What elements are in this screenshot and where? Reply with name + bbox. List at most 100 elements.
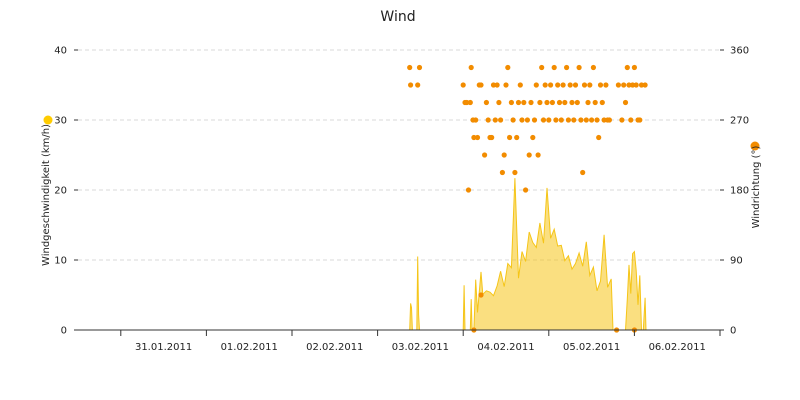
wind-direction-point [556, 99, 563, 106]
wind-direction-point [503, 82, 509, 88]
wind-direction-point [515, 99, 522, 106]
wind-direction-point [626, 82, 632, 88]
wind-direction-point [558, 117, 564, 123]
wind-direction-point [594, 117, 600, 123]
wind-direction-point [494, 82, 500, 88]
wind-direction-point [571, 117, 577, 123]
left-axis-legend-marker [43, 115, 53, 125]
wind-direction-point [514, 134, 520, 141]
wind-direction-point [624, 64, 630, 71]
wind-direction-point [478, 82, 484, 88]
wind-direction-point [567, 82, 573, 88]
wind-direction-point [489, 134, 495, 141]
right-tick-label: 270 [730, 116, 749, 127]
wind-direction-point [580, 169, 586, 176]
left-tick-label: 30 [54, 116, 67, 127]
wind-direction-point [615, 82, 622, 88]
wind-direction-point [533, 82, 539, 88]
wind-direction-point [622, 99, 629, 106]
wind-direction-point [592, 99, 598, 106]
wind-direction-point [548, 82, 554, 88]
wind-direction-point [603, 82, 609, 88]
wind-direction-point [523, 187, 529, 193]
wind-direction-point [581, 82, 588, 88]
wind-direction-point [478, 292, 484, 298]
wind-direction-point [539, 64, 545, 71]
wind-direction-point [544, 99, 550, 106]
wind-direction-point [498, 117, 504, 123]
wind-direction-point [415, 82, 421, 88]
wind-direction-point [585, 99, 591, 106]
wind-direction-point [642, 82, 648, 88]
wind-direction-point [512, 169, 518, 176]
wind-direction-point [553, 117, 559, 123]
left-axis-title: Windgeschwindigkeit (km/h) [41, 124, 52, 266]
wind-direction-point [628, 117, 634, 123]
wind-direction-point [535, 152, 541, 158]
wind-direction-point [473, 117, 479, 123]
left-tick-label: 40 [54, 46, 67, 57]
right-tick-label: 180 [730, 186, 749, 197]
chart-title: Wind [380, 9, 415, 25]
wind-direction-point [578, 117, 584, 123]
wind-direction-point [606, 117, 613, 123]
x-tick-label: 01.02.2011 [221, 342, 278, 353]
wind-direction-point [510, 117, 516, 123]
wind-direction-point [490, 82, 497, 88]
wind-direction-point [468, 64, 474, 71]
wind-direction-point [526, 152, 532, 158]
grid-lines [78, 49, 720, 261]
wind-direction-point [540, 117, 547, 123]
wind-direction-point [551, 64, 557, 71]
wind-direction-points [407, 64, 648, 333]
wind-direction-point [496, 99, 502, 106]
wind-direction-point [633, 82, 639, 88]
wind-direction-point [507, 134, 513, 141]
wind-speed-line [409, 178, 647, 331]
x-tick-label: 03.02.2011 [392, 342, 449, 353]
x-tick-label: 05.02.2011 [563, 342, 620, 353]
wind-direction-point [549, 99, 556, 106]
x-tick-label: 06.02.2011 [649, 342, 706, 353]
wind-direction-point [574, 99, 580, 106]
wind-direction-point [492, 117, 498, 123]
wind-direction-point [572, 82, 579, 88]
wind-direction-point [546, 117, 552, 123]
wind-direction-point [590, 64, 597, 71]
wind-direction-point [524, 117, 531, 123]
right-tick-label: 360 [730, 46, 749, 57]
wind-direction-point [485, 117, 491, 123]
wind-direction-point [564, 64, 570, 71]
x-tick-label: 02.02.2011 [306, 342, 363, 353]
left-tick-label: 0 [61, 326, 67, 337]
wind-direction-point [467, 99, 473, 106]
right-tick-label: 0 [730, 326, 736, 337]
x-axis-ticks: 31.01.2011 01.02.2011 02.02.2011 03.02.2011… [120, 330, 721, 353]
wind-direction-point [508, 99, 514, 106]
wind-direction-point [637, 117, 643, 123]
wind-direction-point [465, 187, 472, 193]
wind-speed-area-series [409, 178, 647, 331]
right-axis-title: Windrichtung (°) [751, 146, 762, 229]
x-tick-label: 04.02.2011 [477, 342, 534, 353]
wind-direction-point [482, 152, 488, 158]
wind-direction-point [530, 134, 536, 141]
right-axis-ticks: 0 90 180 270 360 [720, 46, 749, 337]
wind-direction-point [565, 117, 572, 123]
wind-direction-point [589, 117, 595, 123]
x-tick-label: 31.01.2011 [135, 342, 192, 353]
wind-direction-point [542, 82, 548, 88]
wind-direction-point [562, 99, 568, 106]
wind-direction-point [555, 82, 561, 88]
left-axis-ticks: 0 10 20 30 40 [54, 46, 78, 337]
wind-direction-point [638, 82, 645, 88]
wind-direction-point [621, 82, 627, 88]
wind-direction-point [474, 134, 481, 141]
wind-direction-point [483, 99, 489, 106]
wind-direction-point [537, 99, 543, 106]
wind-direction-point [587, 82, 593, 88]
wind-direction-point [560, 82, 566, 88]
wind-direction-point [407, 64, 413, 71]
wind-direction-point [521, 99, 527, 106]
